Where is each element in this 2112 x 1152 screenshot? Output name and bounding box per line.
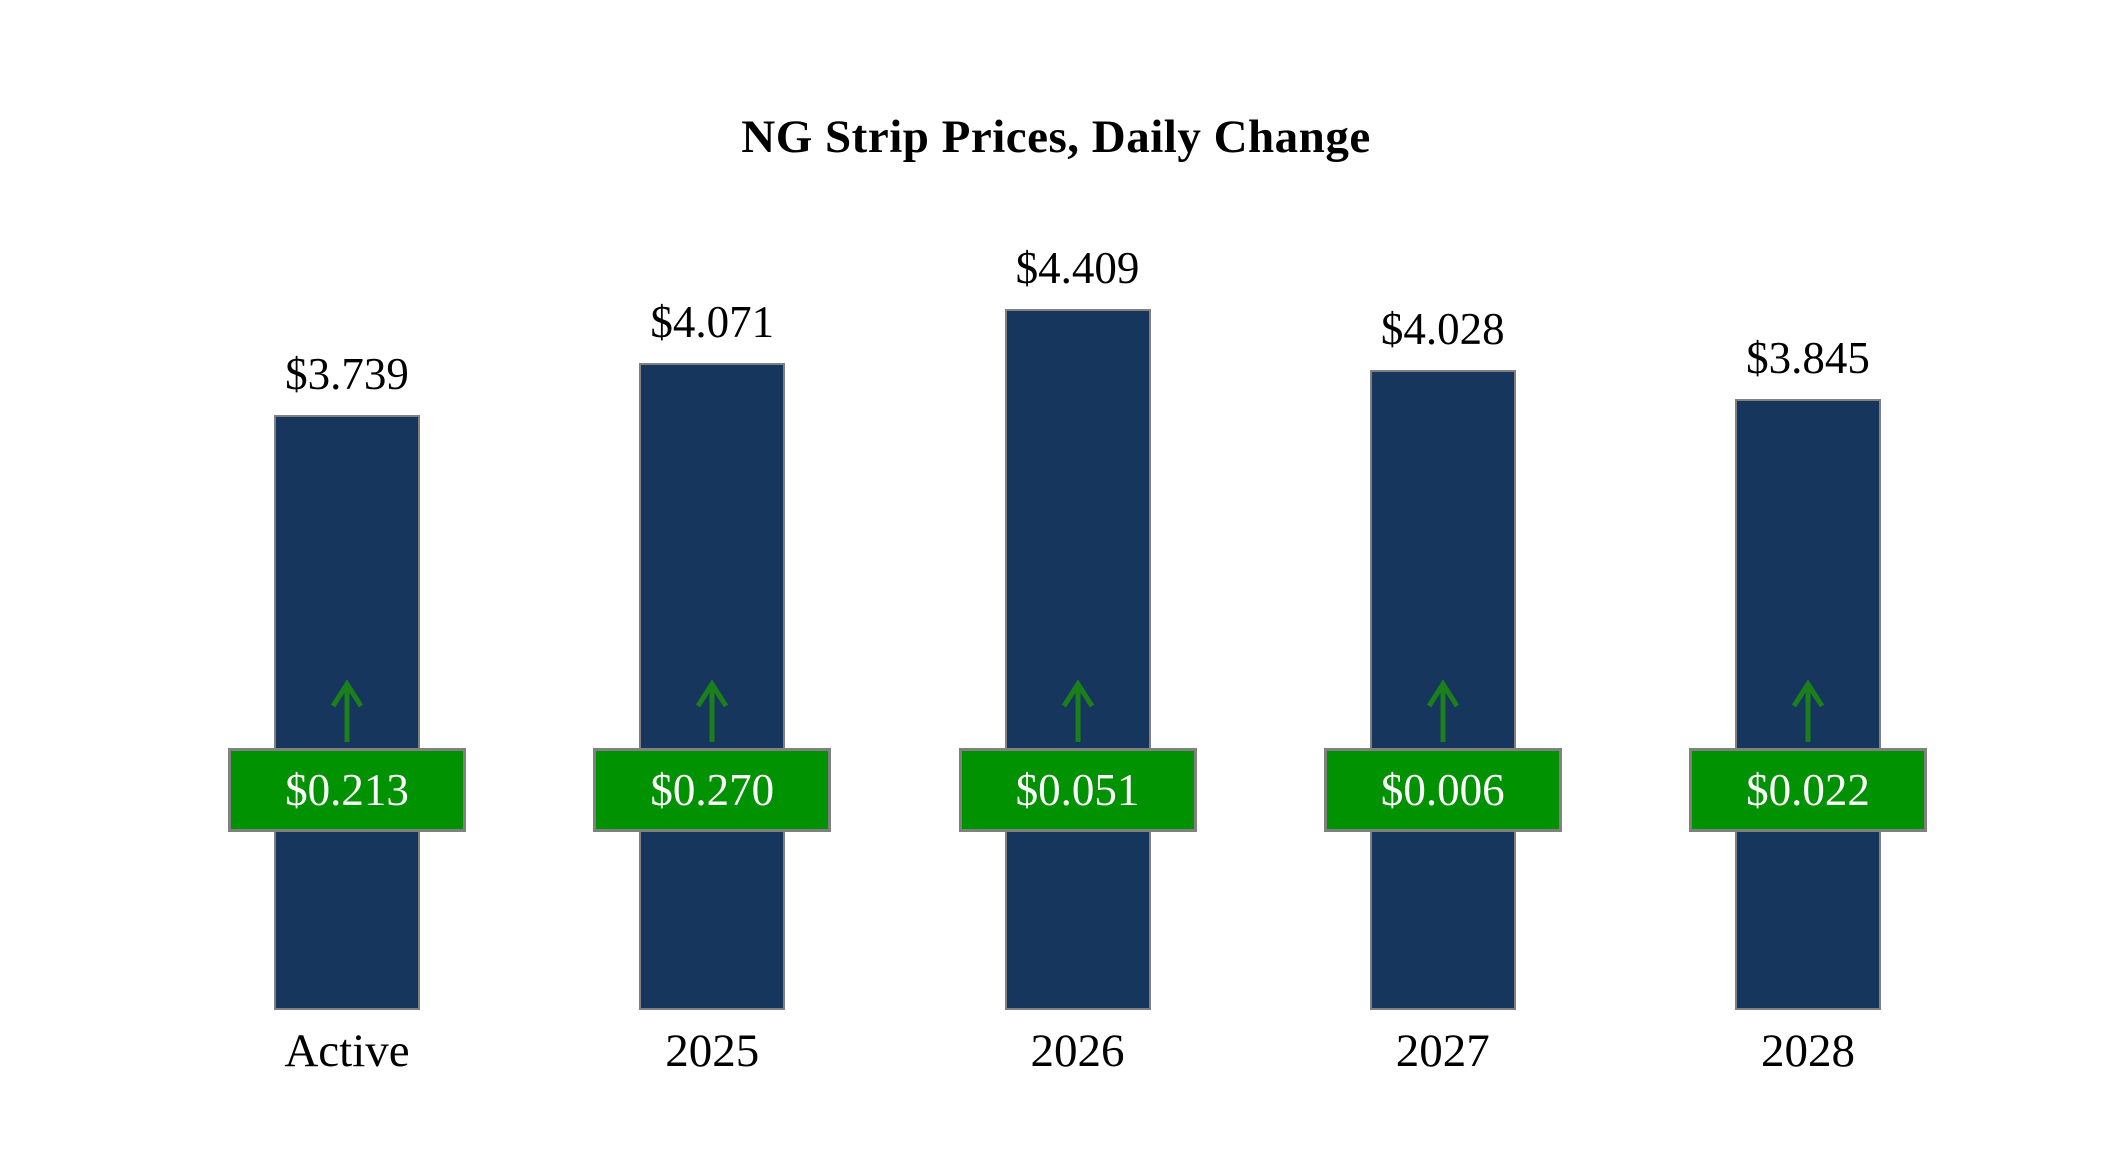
chart-title: NG Strip Prices, Daily Change bbox=[741, 111, 1371, 163]
daily-change-value: $0.022 bbox=[1746, 764, 1870, 815]
daily-change-badge: $0.213 bbox=[228, 748, 466, 832]
category-label: 2028 bbox=[1761, 1025, 1855, 1077]
bar bbox=[1004, 309, 1151, 1010]
daily-change-badge: $0.006 bbox=[1323, 748, 1562, 832]
daily-change-badge: $0.022 bbox=[1689, 748, 1927, 832]
daily-change-badge: $0.270 bbox=[593, 748, 832, 832]
up-arrow-icon bbox=[330, 679, 364, 742]
up-arrow-icon bbox=[696, 679, 729, 742]
plot-area: $3.739 $0.213 Active $4.071 $0.270 2025 … bbox=[197, 180, 1958, 1075]
up-arrow-icon bbox=[1426, 679, 1459, 742]
category-label: 2025 bbox=[665, 1025, 760, 1077]
bar-group-2025: $4.071 $0.270 2025 bbox=[562, 180, 862, 1075]
daily-change-value: $0.270 bbox=[650, 764, 775, 815]
category-label: 2026 bbox=[1030, 1025, 1125, 1077]
up-arrow-icon bbox=[1061, 679, 1094, 742]
daily-change-value: $0.051 bbox=[1015, 764, 1140, 815]
daily-change-value: $0.006 bbox=[1380, 764, 1505, 815]
price-label: $3.845 bbox=[1746, 333, 1870, 383]
bar-group-2027: $4.028 $0.006 2027 bbox=[1293, 180, 1593, 1075]
price-label: $3.739 bbox=[285, 349, 409, 399]
category-label: Active bbox=[284, 1025, 410, 1077]
bar-group-2026: $4.409 $0.051 2026 bbox=[928, 180, 1228, 1075]
category-label: 2027 bbox=[1395, 1025, 1490, 1077]
bar-group-2028: $3.845 $0.022 2028 bbox=[1658, 180, 1958, 1075]
price-label: $4.028 bbox=[1380, 304, 1505, 354]
daily-change-badge: $0.051 bbox=[958, 748, 1197, 832]
price-label: $4.071 bbox=[650, 297, 775, 347]
daily-change-value: $0.213 bbox=[285, 764, 409, 815]
bar-group-active: $3.739 $0.213 Active bbox=[197, 180, 497, 1075]
price-label: $4.409 bbox=[1015, 243, 1140, 293]
up-arrow-icon bbox=[1791, 679, 1825, 742]
